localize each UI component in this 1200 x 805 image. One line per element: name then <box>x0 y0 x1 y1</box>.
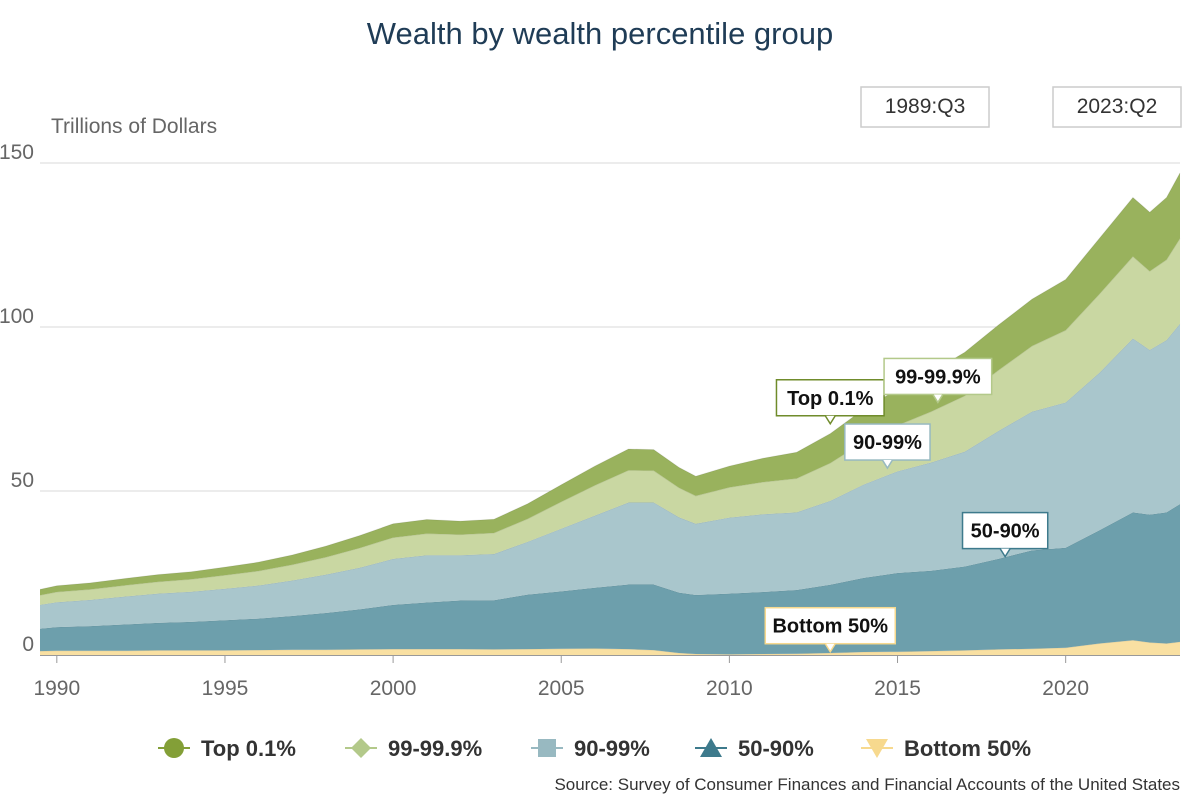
annotation-90-99: 90-99% <box>844 423 931 470</box>
annotation-label: Top 0.1% <box>787 388 874 410</box>
range-start-label: 1989:Q3 <box>885 95 966 118</box>
annotation-pointer <box>999 548 1011 559</box>
source-note: Source: Survey of Consumer Finances and … <box>554 775 1180 794</box>
legend-item-top-0-1[interactable]: Top 0.1% <box>158 736 296 761</box>
legend-label: 90-99% <box>574 736 650 761</box>
annotation-box <box>883 357 993 396</box>
range-selector[interactable]: 1989:Q3 2023:Q2 <box>860 86 1182 128</box>
y-tick-label: 150 <box>0 141 34 164</box>
annotation-label: 99-99.9% <box>895 366 981 388</box>
chart-title: Wealth by wealth percentile group <box>367 16 833 51</box>
legend-marker-circle <box>164 738 184 758</box>
annotation-label: 90-99% <box>853 432 922 454</box>
x-tick-label: 2020 <box>1042 677 1089 700</box>
annotation-bottom-50: Bottom 50% <box>764 606 897 654</box>
range-start-box[interactable] <box>860 86 990 128</box>
annotation-top-0-1: Top 0.1% <box>775 379 885 426</box>
x-tick-label: 2010 <box>706 677 753 700</box>
range-end-box[interactable] <box>1052 86 1182 128</box>
axes: 0 50 100 150 1990 1995 2000 2005 2010 2015 2020 <box>0 141 1180 700</box>
x-tick-label: 2005 <box>538 677 585 700</box>
area-series[interactable] <box>39 172 1181 655</box>
annotation-50-90: 50-90% <box>961 511 1049 559</box>
legend-marker-square <box>538 739 556 757</box>
annotation-pointer <box>881 459 894 470</box>
annotation-label: Bottom 50% <box>772 616 888 638</box>
annotation-pointer <box>824 415 836 426</box>
legend-item-90-99[interactable]: 90-99% <box>531 736 650 761</box>
y-tick-label: 100 <box>0 305 34 328</box>
legend-marker-diamond <box>351 738 371 758</box>
annotation-label: 50-90% <box>971 521 1040 543</box>
area-edge-top-0-1 <box>39 172 1181 590</box>
legend-item-50-90[interactable]: 50-90% <box>695 736 814 761</box>
legend-label: Top 0.1% <box>201 736 296 761</box>
range-end-label: 2023:Q2 <box>1077 95 1158 118</box>
x-tick-label: 2015 <box>874 677 921 700</box>
annotation-box <box>961 511 1049 550</box>
y-tick-label: 0 <box>22 633 34 656</box>
area-bottom-50[interactable] <box>40 640 1180 655</box>
annotation-box <box>775 379 885 417</box>
x-tick-label: 1995 <box>202 677 249 700</box>
annotation-pointer <box>932 394 944 404</box>
legend-label: 50-90% <box>738 736 814 761</box>
annotation-box <box>764 606 897 645</box>
legend[interactable]: Top 0.1% 99-99.9% 90-99% 50-90% Bottom 50% <box>158 736 1031 761</box>
legend-label: Bottom 50% <box>904 736 1031 761</box>
y-axis-label: Trillions of Dollars <box>51 115 217 138</box>
annotations: Top 0.1% 99-99.9% 90-99% 50-90% Bottom 50% <box>764 357 1049 654</box>
x-tick-label: 1990 <box>33 677 80 700</box>
legend-marker-triangle-down <box>866 739 888 758</box>
legend-marker-triangle <box>700 738 722 757</box>
annotation-box <box>844 423 931 461</box>
annotation-99-99-9: 99-99.9% <box>883 357 993 404</box>
y-tick-label: 50 <box>11 469 34 492</box>
area-90-99[interactable] <box>40 323 1180 629</box>
area-99-99-9[interactable] <box>40 238 1180 605</box>
annotation-pointer <box>824 643 836 654</box>
legend-item-bottom-50[interactable]: Bottom 50% <box>861 736 1031 761</box>
x-tick-label: 2000 <box>370 677 417 700</box>
legend-item-99-99-9[interactable]: 99-99.9% <box>345 736 482 761</box>
legend-label: 99-99.9% <box>388 736 482 761</box>
